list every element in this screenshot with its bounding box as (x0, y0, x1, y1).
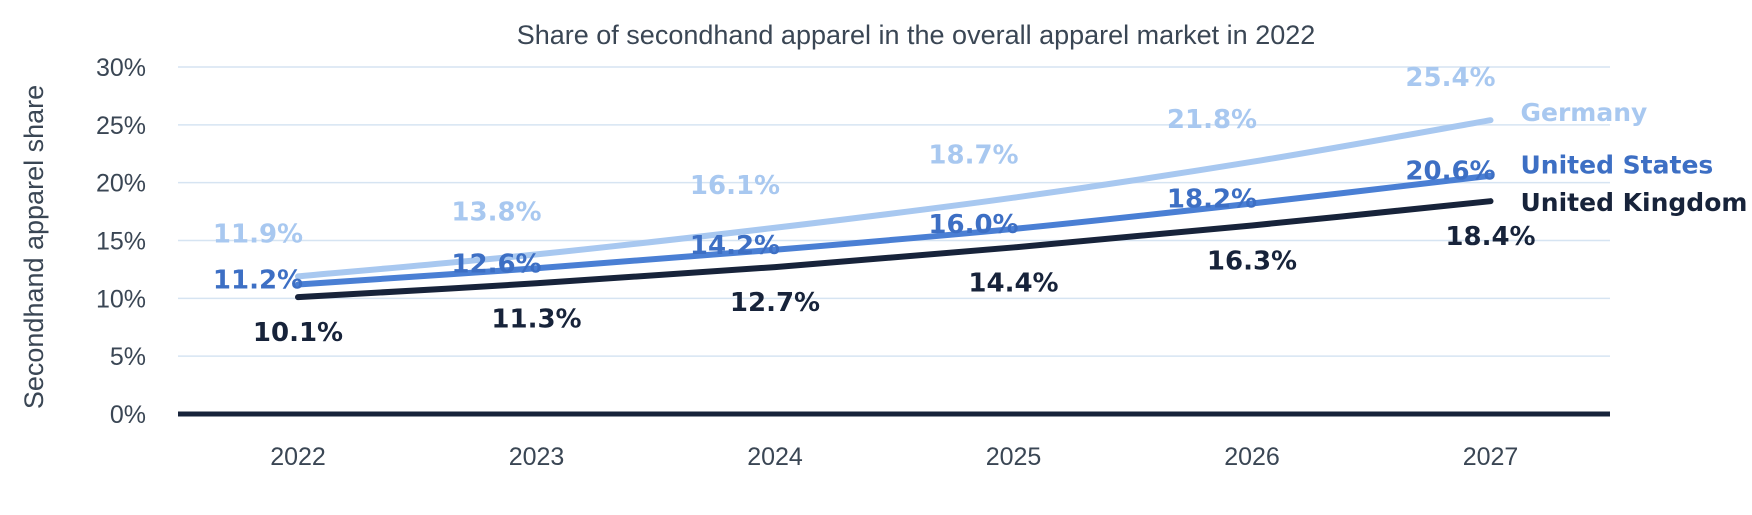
x-tick-label: 2023 (509, 443, 565, 471)
series-labels: Germany United States United Kingdom (1521, 98, 1748, 217)
data-label-united-states: 16.0% (928, 210, 1018, 240)
data-label-germany: 13.8% (451, 197, 541, 227)
data-label-united-states: 11.2% (213, 265, 303, 295)
series-lines (295, 117, 1494, 301)
chart-title: Share of secondhand apparel in the overa… (517, 20, 1316, 50)
x-tick-labels: 2022 2023 2024 2025 2026 2027 (270, 443, 1518, 471)
y-tick-label: 5% (110, 343, 146, 371)
data-labels: 11.9% 13.8% 16.1% 18.7% 21.8% 25.4% 11.2% 12.6%… (213, 63, 1536, 348)
series-line-germany (295, 117, 1494, 280)
y-tick-label: 15% (96, 228, 146, 256)
y-tick-label: 25% (96, 112, 146, 140)
y-tick-label: 20% (96, 170, 146, 198)
x-tick-label: 2025 (986, 443, 1042, 471)
y-tick-label: 10% (96, 285, 146, 313)
data-label-united-states: 18.2% (1167, 184, 1257, 214)
gridlines (178, 66, 1610, 417)
data-label-united-kingdom: 10.1% (253, 318, 343, 348)
data-label-germany: 11.9% (213, 219, 303, 249)
series-label-germany: Germany (1521, 98, 1648, 127)
data-label-united-kingdom: 14.4% (968, 268, 1058, 298)
x-tick-label: 2027 (1463, 443, 1519, 471)
series-line-united-states (295, 172, 1494, 288)
data-label-united-kingdom: 18.4% (1445, 222, 1535, 252)
data-label-germany: 16.1% (690, 171, 780, 201)
y-tick-label: 0% (110, 401, 146, 429)
x-tick-label: 2022 (270, 443, 326, 471)
data-label-germany: 21.8% (1167, 105, 1257, 135)
data-label-germany: 25.4% (1405, 63, 1495, 93)
x-tick-label: 2026 (1224, 443, 1280, 471)
series-label-united-states: United States (1521, 151, 1714, 180)
y-axis-label: Secondhand apparel share (19, 85, 49, 409)
series-label-united-kingdom: United Kingdom (1521, 188, 1748, 217)
data-label-united-states: 12.6% (451, 249, 541, 279)
y-tick-label: 30% (96, 54, 146, 82)
data-label-united-kingdom: 16.3% (1207, 246, 1297, 276)
series-line-united-kingdom (295, 198, 1494, 301)
data-label-germany: 18.7% (928, 141, 1018, 171)
x-tick-label: 2024 (747, 443, 803, 471)
y-tick-labels: 0% 5% 10% 15% 20% 25% 30% (96, 54, 146, 429)
data-label-united-kingdom: 12.7% (730, 288, 820, 318)
data-label-united-states: 20.6% (1405, 157, 1495, 187)
data-label-united-states: 14.2% (690, 231, 780, 261)
data-label-united-kingdom: 11.3% (491, 304, 581, 334)
